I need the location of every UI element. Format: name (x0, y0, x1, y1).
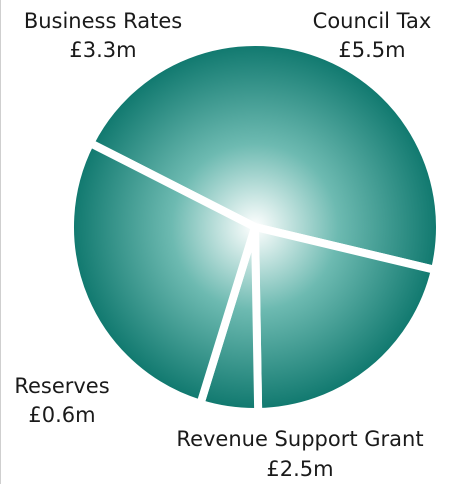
slice-council-tax (86, 38, 444, 274)
slice-revenue-support-grant (251, 223, 439, 416)
pie-slices (66, 38, 444, 416)
slice-business-rates (66, 139, 259, 408)
label-business-rates-value: £3.3m (69, 38, 136, 62)
label-council-tax-value: £5.5m (338, 38, 405, 62)
label-reserves-value: £0.6m (28, 403, 95, 427)
label-revenue-support-grant-value: £2.5m (266, 457, 333, 481)
label-business-rates-name: Business Rates (24, 9, 182, 33)
label-reserves-name: Reserves (14, 374, 109, 398)
label-council-tax-name: Council Tax (313, 9, 432, 33)
slice-labels: Council Tax £5.5m Revenue Support Grant … (14, 9, 431, 481)
label-revenue-support-grant-name: Revenue Support Grant (176, 427, 423, 451)
left-border-line (0, 0, 1, 484)
